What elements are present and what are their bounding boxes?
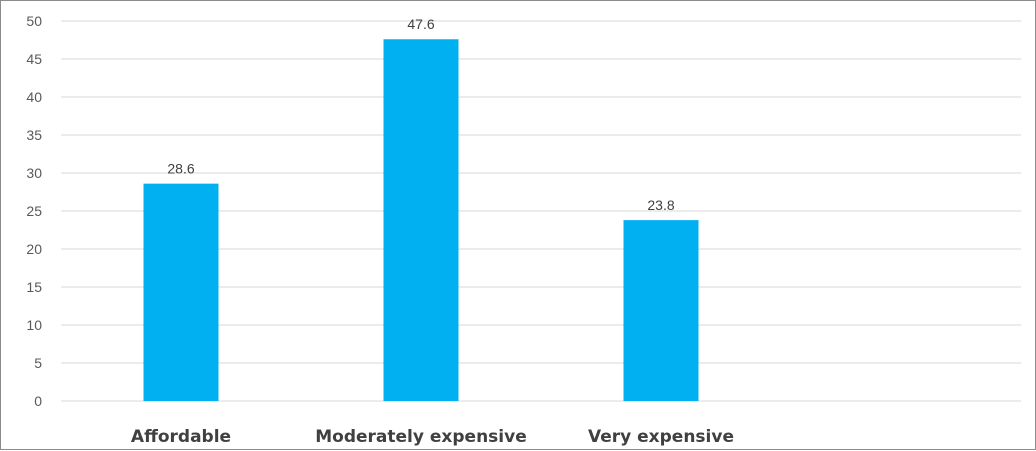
x-tick-label: Affordable <box>131 427 231 447</box>
bars <box>143 39 699 402</box>
y-tick-label: 40 <box>26 89 42 105</box>
x-tick-label: Moderately expensive <box>315 427 527 447</box>
data-labels: 28.6 47.6 23.8 <box>167 16 674 213</box>
y-tick-label: 45 <box>26 51 42 67</box>
bar-very-expensive <box>623 220 699 401</box>
y-tick-label: 30 <box>26 165 42 181</box>
x-axis-ticks: Affordable Moderately expensive Very expen… <box>131 427 734 447</box>
data-label: 28.6 <box>167 161 194 177</box>
bar-affordable <box>143 183 219 401</box>
y-axis-ticks: 0 5 10 15 20 25 30 35 40 45 50 <box>26 13 42 409</box>
x-tick-label: Very expensive <box>588 427 734 447</box>
y-tick-label: 20 <box>26 241 42 257</box>
y-tick-label: 5 <box>34 355 42 371</box>
y-tick-label: 25 <box>26 203 42 219</box>
data-label: 47.6 <box>407 16 434 32</box>
y-tick-label: 15 <box>26 279 42 295</box>
data-label: 23.8 <box>647 197 674 213</box>
y-tick-label: 0 <box>34 393 42 409</box>
gridlines <box>61 20 1021 402</box>
y-tick-label: 50 <box>26 13 42 29</box>
bar-moderately-expensive <box>383 39 459 402</box>
y-tick-label: 35 <box>26 127 42 143</box>
y-tick-label: 10 <box>26 317 42 333</box>
